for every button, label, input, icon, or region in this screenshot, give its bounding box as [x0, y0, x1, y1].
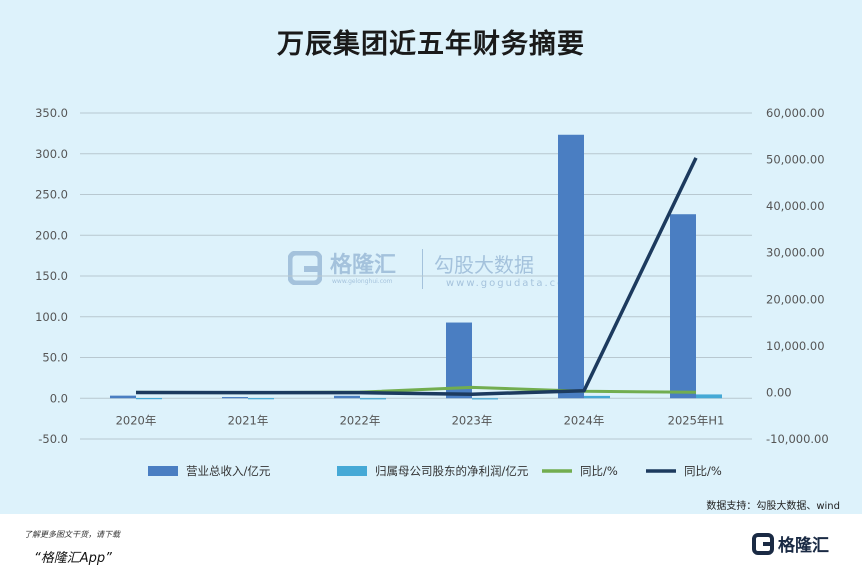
data-source: 数据支持：勾股大数据、wind	[706, 501, 840, 512]
y-left-tick-label: 50.0	[42, 351, 68, 365]
chart-title: 万辰集团近五年财务摘要	[277, 29, 585, 60]
y-left-tick-label: 350.0	[35, 106, 68, 120]
watermark-divider	[422, 249, 423, 289]
watermark-logo-icon	[288, 251, 322, 285]
y-right-tick-label: -10,000.00	[766, 432, 829, 446]
y-right-tick-label: 30,000.00	[766, 246, 825, 260]
y-left-tick-label: 200.0	[35, 228, 68, 242]
bar-net-profit	[584, 395, 610, 399]
bar-net-profit	[696, 394, 722, 399]
bar-net-profit	[248, 398, 274, 400]
y-left-tick-label: 150.0	[35, 269, 68, 283]
bar-net-profit	[360, 398, 386, 400]
y-left-tick-label: 250.0	[35, 188, 68, 202]
footer-app-name: “格隆汇App”	[34, 551, 112, 566]
y-right-tick-label: 50,000.00	[766, 153, 825, 167]
footer-logo-icon	[752, 533, 774, 555]
watermark-brand: 格隆汇	[330, 253, 397, 278]
legend-label: 营业总收入/亿元	[186, 464, 271, 478]
watermark-site-url: www.gogudata.com	[446, 278, 578, 289]
footer-logo-text: 格隆汇	[778, 536, 829, 556]
legend-label: 同比/%	[684, 464, 722, 478]
y-left-tick-label: 0.0	[50, 391, 68, 405]
y-left-tick-label: 300.0	[35, 147, 68, 161]
x-tick-label: 2020年	[116, 413, 157, 427]
y-right-tick-label: 0.00	[766, 385, 792, 399]
y-left-tick-label: -50.0	[38, 432, 68, 446]
bar-net-profit	[472, 398, 498, 400]
legend-swatch	[337, 466, 367, 476]
legend-label: 同比/%	[580, 464, 618, 478]
chart-svg: -50.0 0.0 50.0 100.0 150.0 200.0 250.0 300.0 350…	[35, 106, 829, 478]
x-tick-label: 2024年	[564, 413, 605, 427]
x-tick-label: 2022年	[340, 413, 381, 427]
bar-revenue	[110, 395, 136, 399]
bar-revenue	[222, 397, 248, 399]
bar-revenue	[670, 214, 696, 399]
line-profit-yoy	[135, 157, 698, 396]
footer-note: 了解更多图文干货，请下载	[24, 530, 120, 539]
bar-net-profit	[136, 398, 162, 400]
x-tick-label: 2023年	[452, 413, 493, 427]
bar-revenue	[558, 134, 584, 399]
legend-label: 归属母公司股东的净利润/亿元	[375, 464, 529, 478]
y-right-tick-label: 40,000.00	[766, 199, 825, 213]
footer: 了解更多图文干货，请下载 “格隆汇App” 格隆汇	[0, 514, 862, 576]
x-tick-label: 2021年	[228, 413, 269, 427]
y-right-tick-label: 60,000.00	[766, 106, 825, 120]
watermark-site: 勾股大数据	[434, 253, 534, 277]
y-left-tick-label: 100.0	[35, 310, 68, 324]
bar-revenue	[334, 395, 360, 399]
y-right-tick-label: 20,000.00	[766, 292, 825, 306]
legend-swatch	[148, 466, 178, 476]
watermark: 格隆汇 www.gelonghui.com 勾股大数据 www.gogudata…	[288, 245, 588, 300]
bar-revenue	[446, 322, 472, 399]
x-tick-label: 2025年H1	[668, 413, 725, 427]
y-right-tick-label: 10,000.00	[766, 339, 825, 353]
watermark-brand-url: www.gelonghui.com	[332, 278, 393, 285]
footer-logo: 格隆汇	[752, 530, 832, 560]
